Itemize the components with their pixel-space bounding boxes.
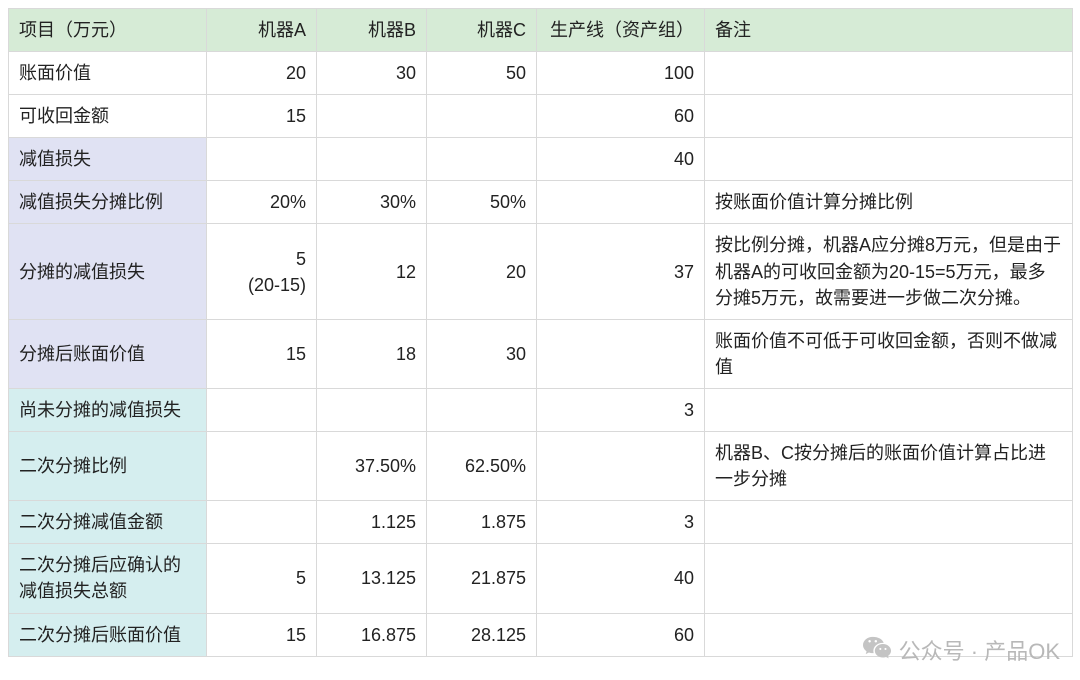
cell-b (317, 388, 427, 431)
table-row: 可收回金额15 60 (9, 95, 1073, 138)
cell-line: 3 (537, 388, 705, 431)
cell-b (317, 95, 427, 138)
cell-b (317, 138, 427, 181)
cell-a (207, 138, 317, 181)
cell-c (427, 95, 537, 138)
cell-c: 50 (427, 52, 537, 95)
table-row: 尚未分摊的减值损失 3 (9, 388, 1073, 431)
cell-remark: 按比例分摊，机器A应分摊8万元，但是由于机器A的可收回金额为20-15=5万元，… (705, 224, 1073, 319)
table-row: 二次分摊比例 37.50%62.50% 机器B、C按分摊后的账面价值计算占比进一步分… (9, 432, 1073, 501)
row-label: 二次分摊后账面价值 (9, 613, 207, 656)
cell-c: 62.50% (427, 432, 537, 501)
cell-line: 37 (537, 224, 705, 319)
cell-c: 28.125 (427, 613, 537, 656)
cell-line: 60 (537, 95, 705, 138)
cell-remark: 机器B、C按分摊后的账面价值计算占比进一步分摊 (705, 432, 1073, 501)
table-row: 二次分摊减值金额 1.1251.8753 (9, 501, 1073, 544)
cell-line: 60 (537, 613, 705, 656)
cell-b: 37.50% (317, 432, 427, 501)
table-row: 减值损失分摊比例20%30%50% 按账面价值计算分摊比例 (9, 181, 1073, 224)
cell-remark (705, 501, 1073, 544)
cell-a: 15 (207, 319, 317, 388)
cell-line (537, 319, 705, 388)
cell-b: 18 (317, 319, 427, 388)
cell-b: 13.125 (317, 544, 427, 613)
cell-b: 30 (317, 52, 427, 95)
row-label: 二次分摊减值金额 (9, 501, 207, 544)
row-label: 账面价值 (9, 52, 207, 95)
impairment-table: 项目（万元） 机器A 机器B 机器C 生产线（资产组） 备注 账面价值20305… (8, 8, 1073, 657)
row-label: 分摊的减值损失 (9, 224, 207, 319)
row-label: 分摊后账面价值 (9, 319, 207, 388)
cell-c: 50% (427, 181, 537, 224)
cell-a: 15 (207, 613, 317, 656)
row-label: 可收回金额 (9, 95, 207, 138)
cell-a (207, 501, 317, 544)
cell-line (537, 181, 705, 224)
table-row: 二次分摊后账面价值1516.87528.12560 (9, 613, 1073, 656)
cell-remark (705, 613, 1073, 656)
cell-a: 15 (207, 95, 317, 138)
cell-a: 5(20-15) (207, 224, 317, 319)
cell-c: 1.875 (427, 501, 537, 544)
row-label: 二次分摊比例 (9, 432, 207, 501)
row-label: 尚未分摊的减值损失 (9, 388, 207, 431)
cell-line: 40 (537, 544, 705, 613)
cell-line: 40 (537, 138, 705, 181)
cell-line: 100 (537, 52, 705, 95)
table-row: 分摊后账面价值151830 账面价值不可低于可收回金额，否则不做减值 (9, 319, 1073, 388)
table-row: 减值损失 40 (9, 138, 1073, 181)
cell-remark (705, 52, 1073, 95)
table-row: 二次分摊后应确认的减值损失总额513.12521.87540 (9, 544, 1073, 613)
cell-c: 20 (427, 224, 537, 319)
cell-b: 16.875 (317, 613, 427, 656)
cell-remark: 账面价值不可低于可收回金额，否则不做减值 (705, 319, 1073, 388)
row-label: 减值损失 (9, 138, 207, 181)
col-header-machine-c: 机器C (427, 9, 537, 52)
cell-c: 21.875 (427, 544, 537, 613)
col-header-item: 项目（万元） (9, 9, 207, 52)
cell-remark (705, 138, 1073, 181)
cell-remark (705, 388, 1073, 431)
col-header-machine-a: 机器A (207, 9, 317, 52)
cell-c: 30 (427, 319, 537, 388)
cell-a: 20 (207, 52, 317, 95)
cell-b: 30% (317, 181, 427, 224)
col-header-remark: 备注 (705, 9, 1073, 52)
col-header-machine-b: 机器B (317, 9, 427, 52)
cell-b: 12 (317, 224, 427, 319)
cell-line: 3 (537, 501, 705, 544)
cell-a: 5 (207, 544, 317, 613)
table-row: 账面价值203050100 (9, 52, 1073, 95)
cell-remark: 按账面价值计算分摊比例 (705, 181, 1073, 224)
cell-a (207, 432, 317, 501)
cell-b: 1.125 (317, 501, 427, 544)
cell-a (207, 388, 317, 431)
cell-remark (705, 544, 1073, 613)
cell-c (427, 388, 537, 431)
table-header-row: 项目（万元） 机器A 机器B 机器C 生产线（资产组） 备注 (9, 9, 1073, 52)
cell-remark (705, 95, 1073, 138)
table-row: 分摊的减值损失5(20-15)122037按比例分摊，机器A应分摊8万元，但是由… (9, 224, 1073, 319)
row-label: 二次分摊后应确认的减值损失总额 (9, 544, 207, 613)
cell-a: 20% (207, 181, 317, 224)
col-header-line: 生产线（资产组） (537, 9, 705, 52)
cell-c (427, 138, 537, 181)
row-label: 减值损失分摊比例 (9, 181, 207, 224)
cell-line (537, 432, 705, 501)
